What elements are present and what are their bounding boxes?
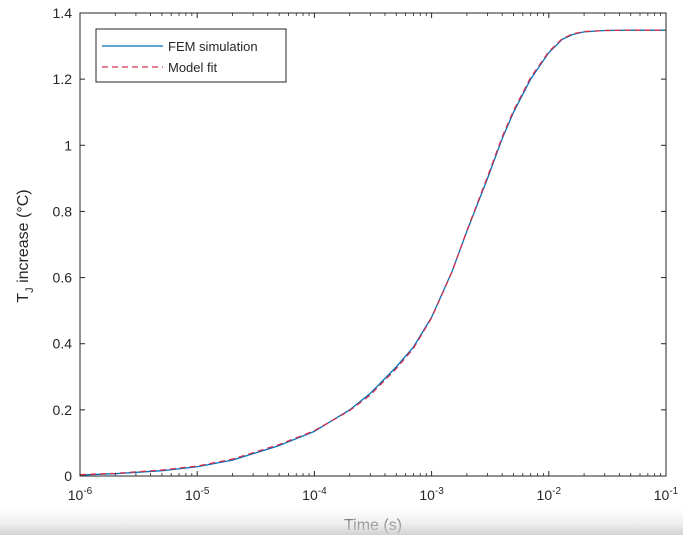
y-axis-label-main: T xyxy=(15,293,32,303)
x-tick-label-exponent: -1 xyxy=(669,486,678,497)
x-tick-label-exponent: -2 xyxy=(552,486,561,497)
x-tick-label-base: 10 xyxy=(302,487,318,503)
x-tick-label: 10-3 xyxy=(419,486,444,503)
series-layer xyxy=(79,29,666,476)
x-tick-label: 10-6 xyxy=(68,486,93,503)
legend: FEM simulation Model fit xyxy=(95,28,287,83)
y-axis-label-subscript: J xyxy=(24,287,36,293)
x-tick-label: 10-1 xyxy=(654,486,679,503)
x-tick-label-exponent: -5 xyxy=(201,486,210,497)
x-tick-label: 10-2 xyxy=(537,486,562,503)
series-line-model-fit xyxy=(79,29,666,476)
x-tick-label: 10-5 xyxy=(185,486,210,503)
y-tick-label: 0.8 xyxy=(53,203,73,219)
y-tick-label: 1 xyxy=(64,137,72,153)
y-tick-label: 0.6 xyxy=(53,270,73,286)
series-line-fem-simulation xyxy=(79,29,666,476)
x-tick-label-exponent: -6 xyxy=(83,486,92,497)
y-axis-label-rest: increase (°C) xyxy=(15,189,32,287)
y-axis-label: TJ increase (°C) xyxy=(15,189,36,302)
x-tick-label-base: 10 xyxy=(185,487,201,503)
x-tick-label-base: 10 xyxy=(68,487,84,503)
axes-box xyxy=(79,12,667,477)
y-tick-label: 0.2 xyxy=(53,402,73,418)
legend-label-model-fit: Model fit xyxy=(168,60,218,75)
x-tick-label-base: 10 xyxy=(654,487,670,503)
legend-box xyxy=(95,28,287,83)
x-tick-label-base: 10 xyxy=(419,487,435,503)
x-tick-labels: 10-6 10-5 10-4 10-3 10-2 10-1 xyxy=(68,486,679,503)
y-tick-label: 0 xyxy=(64,468,72,484)
y-tick-label: 1.4 xyxy=(53,5,73,21)
x-tick-label: 10-4 xyxy=(302,486,327,503)
plot-area xyxy=(80,13,666,476)
y-tick-label: 0.4 xyxy=(53,336,73,352)
legend-label-fem-simulation: FEM simulation xyxy=(168,39,258,54)
x-axis-label: Time (s) xyxy=(344,517,402,534)
x-tick-label-exponent: -4 xyxy=(318,486,327,497)
x-tick-label-base: 10 xyxy=(537,487,553,503)
y-tick-labels: 0 0.2 0.4 0.6 0.8 1 1.2 1.4 xyxy=(53,5,73,484)
x-tick-label-exponent: -3 xyxy=(435,486,444,497)
y-tick-label: 1.2 xyxy=(53,71,73,87)
